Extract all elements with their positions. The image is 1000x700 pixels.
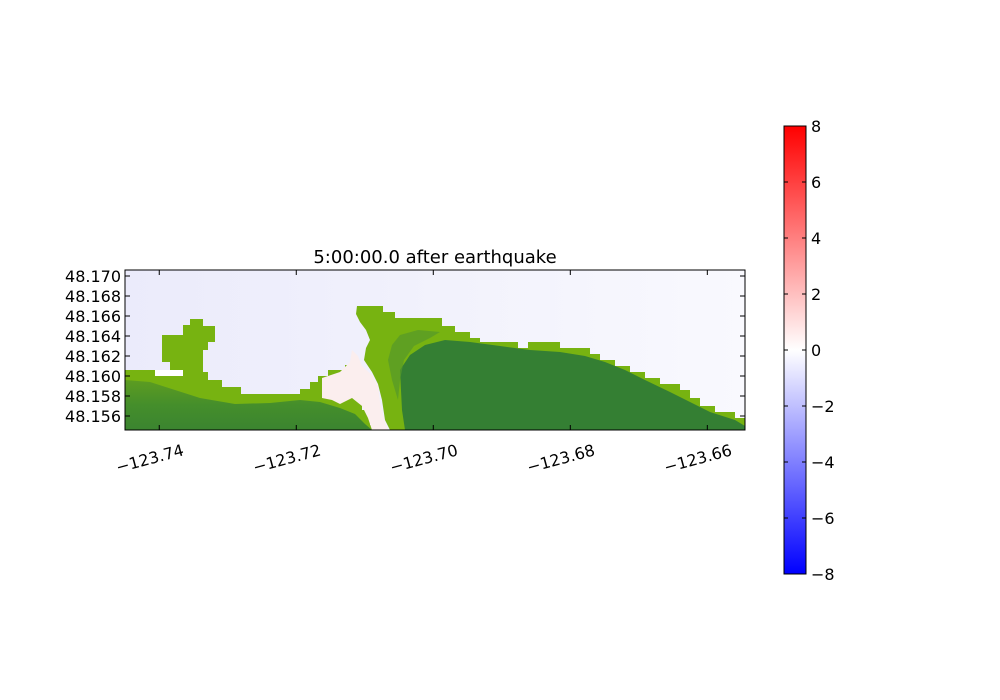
inundation-area: [322, 350, 388, 430]
colorbar-tick-label: 6: [811, 173, 821, 192]
land-west-dark: [125, 380, 372, 430]
y-tick-label: 48.164: [65, 327, 121, 346]
x-tick-label: −123.72: [251, 441, 323, 477]
y-tick-label: 48.158: [65, 387, 121, 406]
white-gap-strip: [155, 370, 183, 376]
colorbar-tick-label: −4: [811, 453, 835, 472]
axes-frame: [124, 269, 746, 431]
colorbar-tick-label: −2: [811, 397, 835, 416]
x-tick-label: −123.68: [525, 441, 597, 477]
y-axis: 48.15648.15848.16048.16248.16448.16648.1…: [65, 267, 745, 426]
x-tick-label: −123.66: [662, 441, 734, 477]
map-area: [125, 270, 745, 430]
y-tick-label: 48.156: [65, 407, 121, 426]
colorbar-tick-label: 8: [811, 117, 821, 136]
colorbar-tick-label: 2: [811, 285, 821, 304]
y-tick-label: 48.168: [65, 287, 121, 306]
colorbar: −8 −6 −4 −2 0 2 4 6 8: [783, 117, 835, 584]
x-tick-label: −123.74: [114, 441, 186, 477]
land-east-mid: [388, 330, 440, 400]
colorbar-ticks: −8 −6 −4 −2 0 2 4 6 8: [784, 117, 835, 584]
colorbar-tick-label: −8: [811, 565, 835, 584]
y-tick-label: 48.160: [65, 367, 121, 386]
y-tick-label: 48.166: [65, 307, 121, 326]
land-east-dark: [400, 340, 745, 430]
x-tick-label: −123.70: [388, 441, 460, 477]
y-tick-label: 48.170: [65, 267, 121, 286]
colorbar-tick-label: −6: [811, 509, 835, 528]
y-tick-label: 48.162: [65, 347, 121, 366]
colorbar-tick-label: 0: [811, 341, 821, 360]
colorbar-tick-label: 4: [811, 229, 821, 248]
chart-title: 5:00:00.0 after earthquake: [313, 247, 556, 268]
